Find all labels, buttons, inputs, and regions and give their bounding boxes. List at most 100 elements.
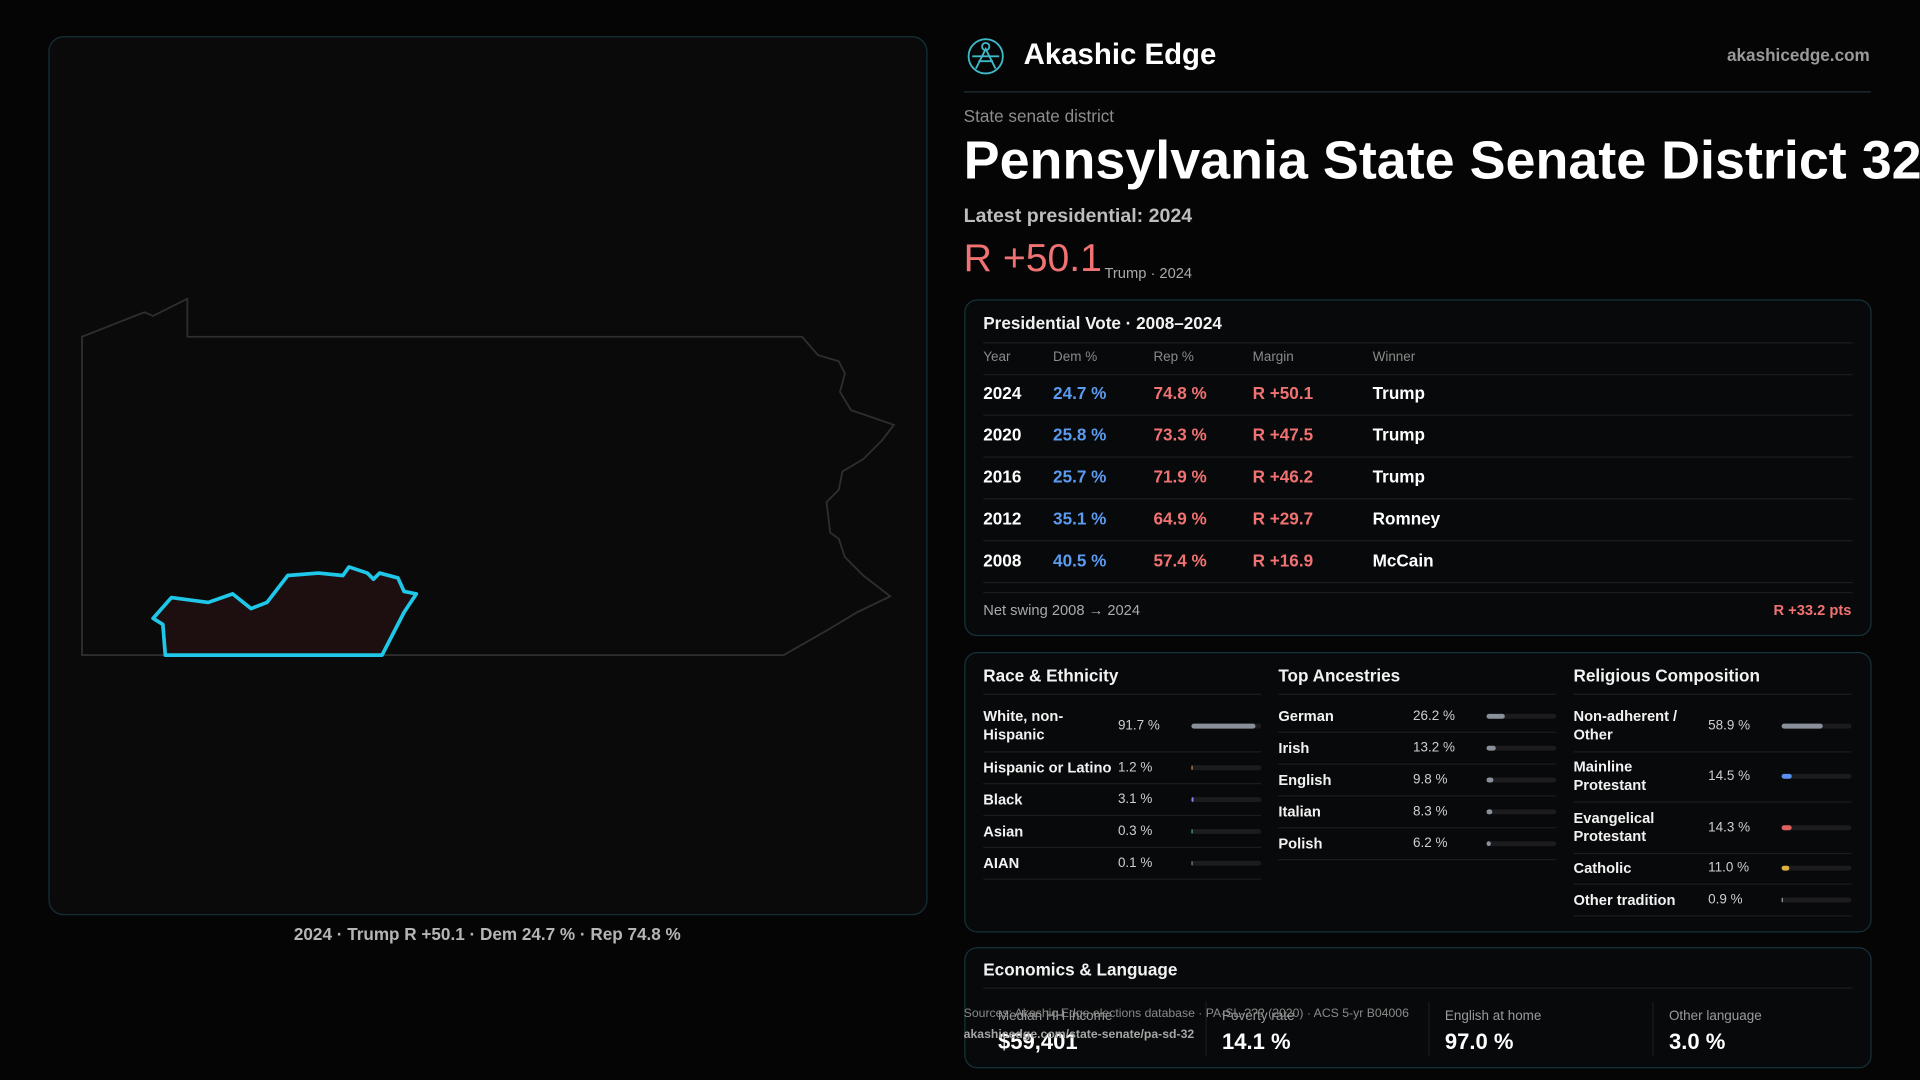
row-value: 0.9 %	[1708, 892, 1742, 907]
table-cell: McCain	[1373, 550, 1434, 570]
latest-label: Latest presidential: 2024	[964, 205, 1193, 227]
map-caption: 2024 · Trump R +50.1 · Dem 24.7 % · Rep …	[294, 924, 681, 944]
panel-title: Presidential Vote · 2008–2024	[983, 313, 1222, 333]
row-label: Other tradition	[1573, 890, 1676, 908]
bar	[1486, 777, 1494, 783]
margin-note: Trump · 2024	[1104, 266, 1192, 282]
row-value: 0.1 %	[1118, 855, 1152, 870]
bar-track	[1781, 825, 1852, 831]
table-cell: R +29.7	[1253, 508, 1313, 528]
table-cell: R +46.2	[1253, 467, 1313, 487]
row-value: 14.3 %	[1708, 819, 1750, 834]
bar	[1191, 765, 1193, 771]
bar	[1781, 865, 1790, 871]
row-value: 3.1 %	[1118, 791, 1152, 806]
demographics-panel	[964, 652, 1872, 933]
row-label-box: Non-adherent / Other	[1573, 708, 1677, 744]
row-value: 26.2 %	[1413, 708, 1455, 723]
row-label-box: Catholic	[1573, 858, 1632, 877]
panel-title: Top Ancestries	[1278, 666, 1400, 686]
row-label: Evangelical Protestant	[1573, 809, 1655, 845]
row-label-box: Black	[983, 790, 1023, 808]
presidential-panel	[964, 299, 1872, 637]
row-label-box: English	[1278, 770, 1332, 788]
table-cell: 57.4 %	[1153, 550, 1206, 570]
bar	[1486, 713, 1505, 719]
row-label: Irish	[1278, 738, 1310, 757]
bar	[1191, 828, 1193, 834]
table-cell: R +16.9	[1253, 550, 1313, 570]
panel-title: Race & Ethnicity	[983, 666, 1119, 686]
table-cell: 73.3 %	[1153, 425, 1206, 445]
row-label: AIAN	[983, 854, 1020, 872]
bar	[1781, 773, 1792, 779]
row-label-box: Hispanic or Latino	[983, 759, 1111, 776]
row-value: 6.2 %	[1413, 835, 1447, 850]
stat-label: Median HH income	[998, 1008, 1112, 1023]
table-cell: 25.8 %	[1053, 425, 1106, 445]
table-cell: 64.9 %	[1153, 508, 1206, 528]
stat-value: $59,401	[998, 1029, 1078, 1054]
row-label: English	[1278, 770, 1332, 788]
row-value: 8.3 %	[1413, 803, 1447, 818]
bar	[1191, 723, 1256, 729]
table-cell: Trump	[1373, 467, 1425, 487]
table-cell: 2024	[983, 383, 1022, 403]
bar	[1781, 825, 1792, 831]
district-shape	[151, 565, 419, 657]
state-outline	[81, 297, 896, 657]
swing-label: Net swing 2008 → 2024	[983, 603, 1140, 619]
column-header: Year	[983, 349, 1011, 364]
row-label-box: Other tradition	[1573, 890, 1676, 908]
bar-track	[1191, 828, 1262, 834]
brand: Akashic Edge	[1024, 38, 1217, 71]
table-cell: 2020	[983, 425, 1021, 445]
row-label-box: Asian	[983, 822, 1024, 840]
bar	[1191, 797, 1194, 803]
table-cell: 24.7 %	[1053, 383, 1106, 403]
table-cell: 40.5 %	[1053, 550, 1106, 570]
column-header: Margin	[1253, 349, 1294, 364]
kicker: State senate district	[964, 106, 1115, 126]
row-label-box: Polish	[1278, 834, 1323, 852]
bar-track	[1191, 860, 1262, 866]
table-cell: R +50.1	[1253, 383, 1314, 403]
column-header: Winner	[1373, 349, 1416, 364]
row-label: Asian	[983, 822, 1024, 840]
panel-title: Religious Composition	[1573, 666, 1759, 686]
table-cell: 25.7 %	[1053, 467, 1106, 487]
bar-track	[1781, 865, 1852, 871]
row-label: Polish	[1278, 834, 1323, 852]
column-header: Rep %	[1153, 349, 1193, 364]
row-label-box: Mainline Protestant	[1573, 757, 1647, 794]
stat-label: Other language	[1669, 1008, 1762, 1023]
table-cell: Trump	[1373, 425, 1425, 445]
bar	[1191, 860, 1193, 866]
source-url: akashicedge.com/state-senate/pa-sd-32	[964, 1027, 1195, 1041]
row-label-box: Evangelical Protestant	[1573, 809, 1655, 845]
bar	[1486, 809, 1493, 815]
bar-track	[1486, 841, 1557, 847]
table-cell: 2016	[983, 467, 1021, 487]
table-cell: Romney	[1373, 508, 1441, 528]
row-label-box: Italian	[1278, 802, 1321, 820]
row-value: 14.5 %	[1708, 768, 1750, 783]
stat-value: 97.0 %	[1445, 1029, 1514, 1054]
bar-track	[1781, 773, 1852, 779]
row-label: Black	[983, 790, 1023, 808]
row-value: 9.8 %	[1413, 772, 1447, 787]
table-cell: Trump	[1373, 383, 1425, 403]
row-label: White, non-Hispanic	[983, 707, 1064, 744]
bar-track	[1486, 809, 1557, 815]
stat-value: 3.0 %	[1669, 1029, 1726, 1054]
row-label: Catholic	[1573, 858, 1632, 877]
row-label: Italian	[1278, 802, 1321, 820]
row-value: 11.0 %	[1708, 860, 1749, 875]
row-label: Mainline Protestant	[1573, 757, 1647, 794]
map-panel	[48, 36, 928, 916]
bar-track	[1191, 797, 1262, 803]
row-value: 1.2 %	[1118, 759, 1152, 774]
bar-track	[1781, 897, 1852, 903]
row-label-box: Irish	[1278, 738, 1310, 757]
